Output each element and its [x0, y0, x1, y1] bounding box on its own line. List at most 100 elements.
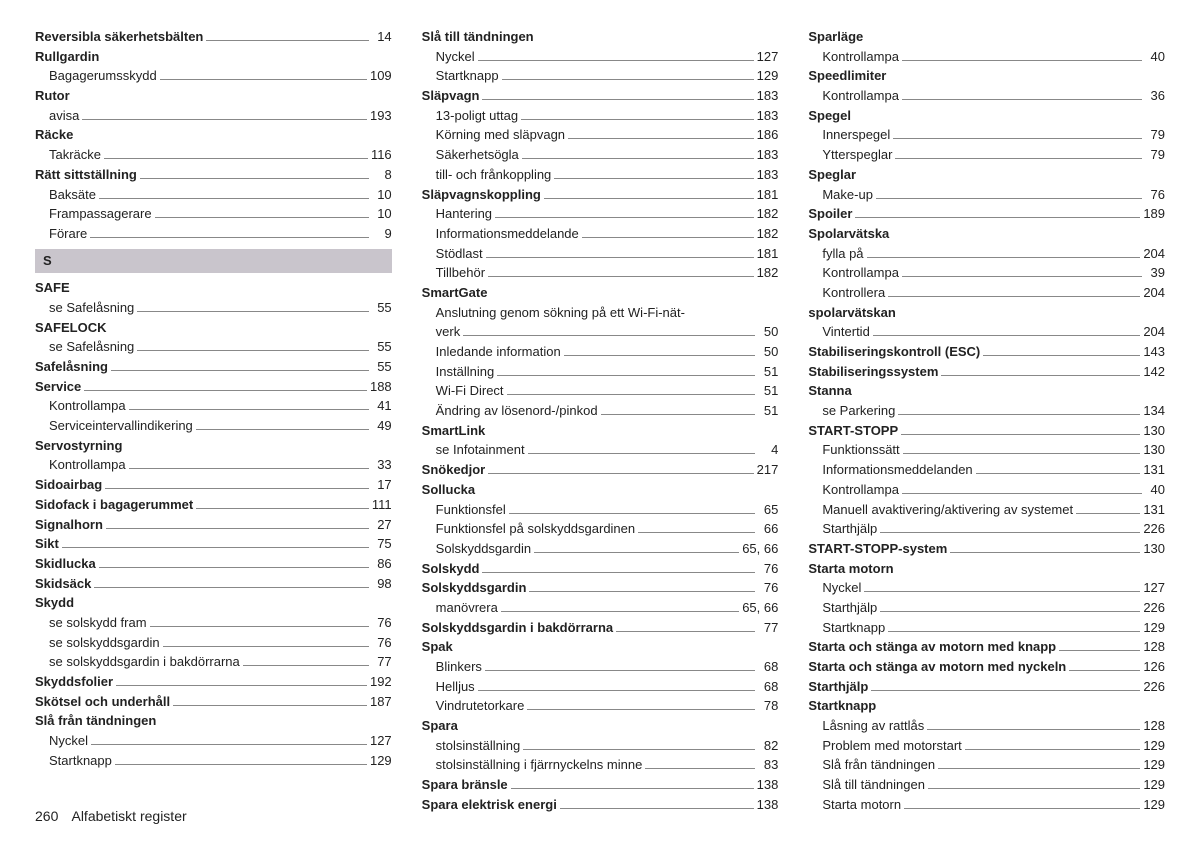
entry-label: se Safelåsning: [35, 338, 134, 356]
index-subentry: Slå till tändningen129: [808, 776, 1165, 794]
leader-line: [521, 119, 754, 120]
entry-label: SmartLink: [422, 422, 486, 440]
index-column-3: SparlägeKontrollampa40SpeedlimiterKontro…: [808, 28, 1165, 793]
index-subentry: verk50: [422, 323, 779, 341]
index-entry: START-STOPP-system130: [808, 540, 1165, 558]
entry-label: Sollucka: [422, 481, 475, 499]
entry-label: Spara bränsle: [422, 776, 508, 794]
index-subentry: Kontrollampa36: [808, 87, 1165, 105]
entry-label: Funktionsfel på solskyddsgardinen: [422, 520, 635, 538]
entry-label: Sikt: [35, 535, 59, 553]
index-entry: SAFELOCK: [35, 319, 392, 337]
entry-label: Låsning av rattlås: [808, 717, 924, 735]
entry-page: 111: [372, 496, 392, 514]
entry-page: 143: [1143, 343, 1165, 361]
entry-page: 129: [1143, 737, 1165, 755]
index-subentry: Takräcke116: [35, 146, 392, 164]
entry-page: 130: [1143, 441, 1165, 459]
entry-page: 129: [757, 67, 779, 85]
leader-line: [105, 488, 368, 489]
entry-page: 76: [372, 614, 392, 632]
entry-label: Skötsel och underhåll: [35, 693, 170, 711]
entry-page: 138: [757, 776, 779, 794]
index-subentry: Tillbehör182: [422, 264, 779, 282]
index-subentry: se solskyddsgardin i bakdörrarna77: [35, 653, 392, 671]
entry-label: Vintertid: [808, 323, 869, 341]
index-entry: Sparläge: [808, 28, 1165, 46]
entry-label: Blinkers: [422, 658, 482, 676]
leader-line: [902, 276, 1142, 277]
index-entry: Sikt75: [35, 535, 392, 553]
index-entry: Skötsel och underhåll187: [35, 693, 392, 711]
index-subentry: Informationsmeddelanden131: [808, 461, 1165, 479]
index-entry: Stabiliseringssystem142: [808, 363, 1165, 381]
index-subentry: Bagagerumsskydd109: [35, 67, 392, 85]
entry-page: 50: [758, 323, 778, 341]
leader-line: [196, 429, 369, 430]
leader-line: [950, 552, 1140, 553]
index-entry: Sidoairbag17: [35, 476, 392, 494]
entry-label: fylla på: [808, 245, 863, 263]
index-entry: Spara: [422, 717, 779, 735]
entry-label: Nyckel: [422, 48, 475, 66]
entry-page: 129: [1143, 619, 1165, 637]
entry-page: 36: [1145, 87, 1165, 105]
index-entry: Rätt sittställning8: [35, 166, 392, 184]
entry-label: se Parkering: [808, 402, 895, 420]
leader-line: [876, 198, 1142, 199]
index-column-1: Reversibla säkerhetsbälten14RullgardinBa…: [35, 28, 392, 793]
entry-label: Skidsäck: [35, 575, 91, 593]
index-subentry: manövrera 65, 66: [422, 599, 779, 617]
index-subentry: Nyckel127: [422, 48, 779, 66]
entry-page: 40: [1145, 481, 1165, 499]
entry-page: 39: [1145, 264, 1165, 282]
index-subentry: Startknapp129: [35, 752, 392, 770]
leader-line: [482, 99, 753, 100]
index-entry: Speglar: [808, 166, 1165, 184]
index-subentry: Baksäte10: [35, 186, 392, 204]
entry-label: Sparläge: [808, 28, 863, 46]
index-entry: Servostyrning: [35, 437, 392, 455]
leader-line: [534, 552, 739, 553]
entry-page: 65, 66: [742, 599, 778, 617]
entry-page: 131: [1143, 461, 1165, 479]
entry-label: Manuell avaktivering/aktivering av syste…: [808, 501, 1073, 519]
leader-line: [527, 709, 755, 710]
leader-line: [509, 513, 756, 514]
entry-label: Inställning: [422, 363, 495, 381]
entry-label: Körning med släpvagn: [422, 126, 565, 144]
entry-page: 51: [758, 363, 778, 381]
entry-label: Anslutning genom sökning på ett Wi-Fi-nä…: [422, 304, 685, 322]
entry-page: 183: [757, 87, 779, 105]
leader-line: [129, 409, 369, 410]
index-subentry: 13-poligt uttag183: [422, 107, 779, 125]
entry-page: 27: [372, 516, 392, 534]
index-subentry: Ytterspeglar79: [808, 146, 1165, 164]
entry-page: 192: [370, 673, 392, 691]
index-entry: Sidofack i bagagerummet111: [35, 496, 392, 514]
index-subentry: Funktionsfel65: [422, 501, 779, 519]
entry-label: manövrera: [422, 599, 498, 617]
index-subentry: Kontrollampa40: [808, 481, 1165, 499]
entry-page: 50: [758, 343, 778, 361]
entry-page: 226: [1143, 678, 1165, 696]
leader-line: [507, 394, 756, 395]
entry-page: 129: [1143, 756, 1165, 774]
leader-line: [544, 198, 754, 199]
entry-page: 83: [758, 756, 778, 774]
entry-label: Spoiler: [808, 205, 852, 223]
entry-label: SAFE: [35, 279, 70, 297]
entry-label: START-STOPP-system: [808, 540, 947, 558]
entry-label: Vindrutetorkare: [422, 697, 525, 715]
page-number: 260: [35, 808, 58, 824]
index-subentry: Helljus68: [422, 678, 779, 696]
entry-label: Reversibla säkerhetsbälten: [35, 28, 203, 46]
entry-page: 181: [757, 186, 779, 204]
entry-page: 79: [1145, 146, 1165, 164]
entry-label: Rätt sittställning: [35, 166, 137, 184]
index-entry: Spara bränsle 138: [422, 776, 779, 794]
entry-label: Räcke: [35, 126, 73, 144]
entry-page: 128: [1143, 717, 1165, 735]
index-entry: SmartGate: [422, 284, 779, 302]
leader-line: [502, 79, 754, 80]
